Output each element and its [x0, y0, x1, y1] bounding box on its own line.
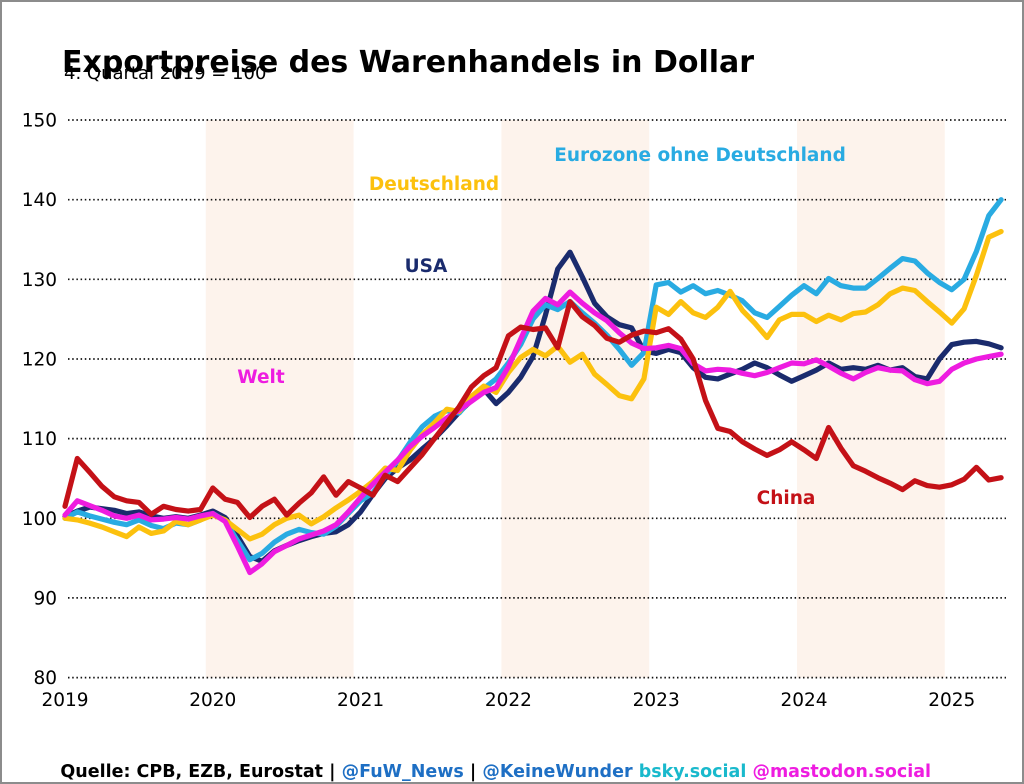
fuw-news-handle[interactable]: @FuW_News [341, 762, 464, 782]
footer-separator: | [463, 762, 483, 782]
series-label-deutschland: Deutschland [369, 174, 499, 195]
year-band-2024 [797, 120, 945, 678]
source-label: Quelle: CPB, EZB, Eurostat | [60, 762, 342, 782]
y-tick-130: 130 [22, 270, 57, 291]
y-tick-90: 90 [33, 588, 57, 609]
x-tick-2023: 2023 [633, 690, 680, 711]
x-tick-2019: 2019 [41, 690, 88, 711]
x-tick-2021: 2021 [337, 690, 384, 711]
bsky-social-label[interactable]: bsky.social [638, 762, 753, 782]
y-tick-140: 140 [22, 190, 57, 211]
year-band-2020 [205, 120, 354, 678]
series-label-usa: USA [405, 256, 448, 277]
y-tick-100: 100 [22, 509, 57, 530]
series-label-welt: Welt [237, 367, 285, 388]
page-title: Exportpreise des Warenhandels in Dollar [62, 45, 755, 81]
source-footer: Quelle: CPB, EZB, Eurostat | @FuW_News |… [36, 742, 931, 784]
x-tick-2022: 2022 [485, 690, 532, 711]
y-tick-150: 150 [22, 111, 57, 132]
series-label-eurozone-ohne-deutschland: Eurozone ohne Deutschland [554, 145, 846, 166]
y-tick-110: 110 [22, 429, 57, 450]
y-tick-120: 120 [22, 350, 57, 371]
mastodon-handle[interactable]: @mastodon.social [752, 762, 932, 782]
series-line-welt [62, 289, 1004, 576]
series-label-china: China [757, 488, 816, 509]
x-tick-2020: 2020 [189, 690, 236, 711]
x-tick-2025: 2025 [928, 690, 975, 711]
series-line-china [62, 299, 1004, 521]
y-tick-80: 80 [33, 668, 57, 689]
keinewunder-handle[interactable]: @KeineWunder [482, 762, 639, 782]
page-subtitle: 4. Quartal 2019 = 100 [64, 63, 267, 84]
x-tick-2024: 2024 [780, 690, 827, 711]
